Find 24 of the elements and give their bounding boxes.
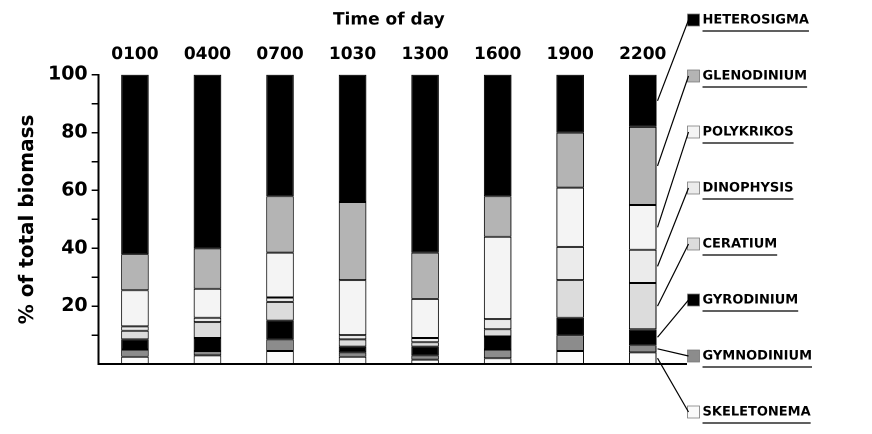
bar	[411, 346, 439, 356]
x-tick-label: 1030	[328, 44, 376, 64]
legend-label: GLENODINIUM	[702, 68, 808, 84]
x-tick-label: 1600	[474, 44, 522, 64]
x-tick-label: 1900	[546, 44, 594, 64]
x-tick-label: 2200	[619, 44, 667, 64]
x-axis-title: Time of day	[332, 10, 445, 30]
legend-label: GYMNODINIUM	[702, 348, 812, 364]
y-axis-title: % of total biomass	[14, 114, 38, 324]
legend-label: POLYKRIKOS	[702, 124, 794, 140]
x-tick-label: 0700	[256, 44, 304, 64]
y-tick-label: 20	[61, 294, 88, 316]
legend-label: CERATIUM	[702, 236, 778, 252]
y-tick-label: 100	[48, 62, 88, 85]
x-tick-label: 0100	[111, 44, 159, 64]
legend-label: HETEROSIGMA	[702, 12, 809, 28]
y-tick-label: 40	[61, 236, 88, 258]
legend-label: GYRODINIUM	[702, 292, 798, 308]
x-tick-label: 0400	[184, 44, 232, 64]
y-tick-label: 60	[61, 178, 88, 200]
legend-label: DINOPHYSIS	[702, 180, 794, 196]
y-tick-label: 80	[61, 120, 88, 143]
x-tick-label: 1300	[401, 44, 449, 64]
text: SKELETONEMA	[702, 404, 811, 420]
